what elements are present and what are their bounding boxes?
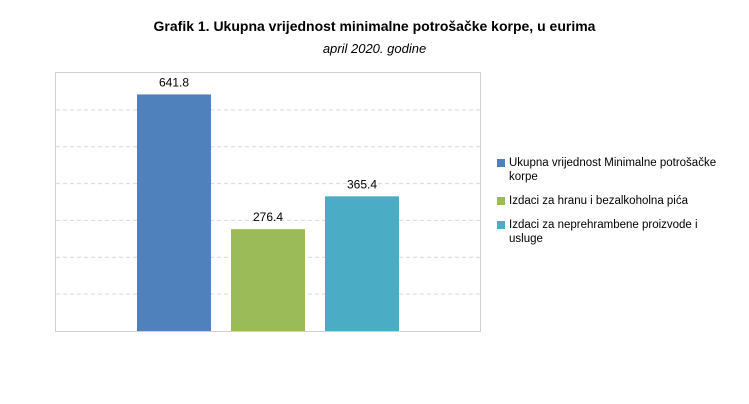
legend-item-nonfood: Izdaci za neprehrambene proizvode i uslu… [497, 218, 727, 246]
chart-subtitle: april 2020. godine [322, 41, 427, 56]
bar-2 [231, 229, 305, 331]
plot-area [55, 72, 481, 332]
legend-label-total: Ukupna vrijednost Minimalne potrošačke k… [509, 157, 717, 183]
bar-1 [137, 94, 211, 331]
legend-swatch-food [497, 197, 505, 205]
bar-3 [325, 196, 399, 331]
data-label-2: 276.4 [253, 210, 283, 224]
legend-swatch-total [497, 159, 505, 167]
legend-label-food: Izdaci za hranu i bezalkoholna pića [509, 195, 689, 207]
legend-swatch-nonfood [497, 221, 505, 229]
data-label-3: 365.4 [347, 177, 377, 191]
legend-label-nonfood: Izdaci za neprehrambene proizvode i uslu… [509, 219, 698, 245]
legend: Ukupna vrijednost Minimalne potrošačke k… [497, 156, 727, 256]
chart-title: Grafik 1. Ukupna vrijednost minimalne po… [153, 18, 596, 34]
legend-item-food: Izdaci za hranu i bezalkoholna pića [497, 194, 727, 208]
data-label-1: 641.8 [159, 75, 189, 89]
legend-item-total: Ukupna vrijednost Minimalne potrošačke k… [497, 156, 727, 184]
